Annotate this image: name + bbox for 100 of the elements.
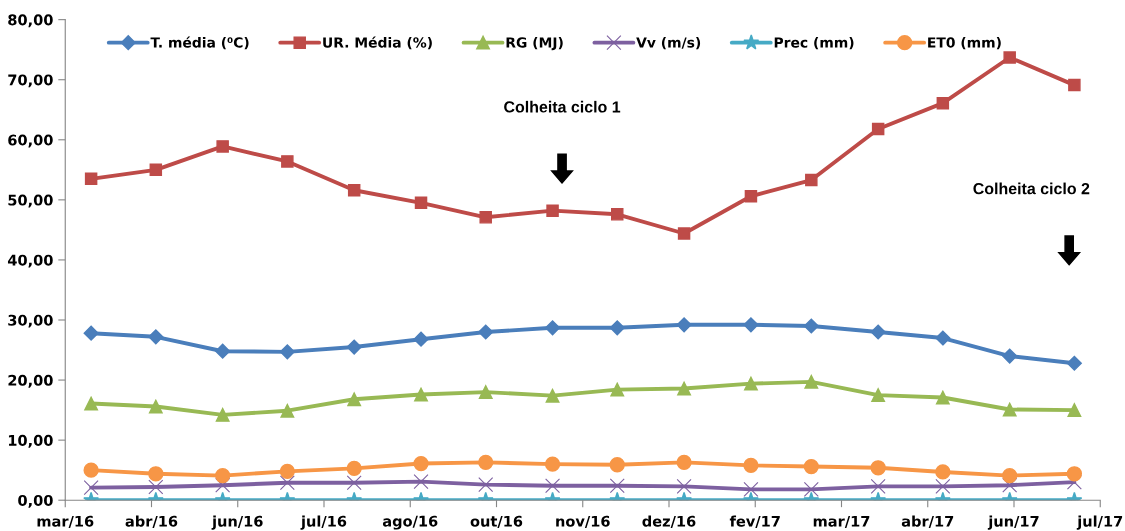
point: [216, 140, 229, 153]
point: [803, 318, 819, 334]
point: [1067, 403, 1082, 418]
point: [545, 388, 560, 403]
point: [84, 396, 99, 411]
point: [610, 208, 624, 221]
point: [544, 320, 561, 336]
point: [83, 325, 99, 341]
y-tick-label: 0,00: [18, 494, 53, 508]
point: [1002, 348, 1018, 364]
point: [1002, 402, 1017, 417]
point: [1068, 78, 1081, 92]
point: [935, 478, 951, 494]
point: [871, 388, 886, 403]
point: [414, 387, 428, 402]
point: [346, 475, 362, 491]
point: [148, 329, 164, 345]
point: [935, 464, 951, 480]
x-tick-label: abr/16: [125, 515, 178, 528]
point: [215, 467, 231, 484]
point: [803, 458, 819, 475]
point: [804, 374, 819, 389]
y-tick-label: 50,00: [8, 194, 53, 208]
point: [148, 399, 163, 414]
y-tick-label: 10,00: [8, 434, 53, 448]
point: [871, 122, 885, 136]
point: [413, 455, 429, 472]
point: [743, 376, 758, 391]
point: [677, 227, 691, 240]
x-tick-label: jun/16: [211, 515, 263, 530]
legend-label: T. média (⁰C): [150, 36, 249, 50]
point: [148, 479, 164, 495]
x-tick-label: ago/16: [382, 515, 438, 530]
x-tick-label: mar/17: [813, 515, 870, 528]
y-tick-label: 70,00: [8, 74, 53, 88]
point: [545, 478, 561, 494]
point: [478, 477, 494, 493]
y-tick-label: 20,00: [8, 374, 53, 388]
x-tick-label: jun/17: [987, 515, 1039, 530]
point: [346, 339, 362, 355]
point: [546, 204, 559, 217]
point: [478, 385, 493, 400]
point: [1003, 51, 1016, 64]
point: [83, 462, 99, 478]
x-tick-label: jul/16: [300, 515, 347, 530]
point: [413, 331, 429, 347]
point: [478, 324, 494, 340]
point: [215, 343, 231, 359]
x-tick-label: out/16: [470, 515, 523, 528]
point: [677, 381, 692, 396]
point: [610, 382, 625, 397]
legend-label: UR. Média (%): [323, 36, 432, 50]
point: [744, 190, 758, 203]
point: [479, 211, 492, 224]
point: [676, 478, 692, 494]
point: [279, 463, 295, 480]
point: [279, 344, 295, 360]
point: [346, 460, 362, 477]
point: [676, 317, 692, 333]
point: [413, 474, 429, 490]
point: [347, 183, 361, 197]
point: [803, 481, 819, 497]
annotation: Colheita ciclo 2: [973, 182, 1090, 195]
point: [478, 454, 494, 470]
point: [148, 466, 164, 482]
point: [215, 407, 230, 422]
point: [609, 320, 625, 336]
point: [149, 163, 163, 177]
point: [1002, 477, 1018, 493]
point: [609, 457, 625, 473]
point: [1066, 355, 1082, 371]
point: [935, 390, 950, 405]
x-tick-label: jul/17: [1076, 515, 1123, 530]
point: [414, 196, 428, 210]
point: [743, 317, 759, 333]
point: [870, 460, 886, 476]
point: [936, 96, 950, 110]
y-tick-label: 60,00: [8, 134, 53, 148]
point: [215, 477, 231, 493]
annotation: Colheita ciclo 1: [504, 100, 621, 113]
point: [84, 172, 98, 186]
point: [743, 457, 759, 474]
point: [83, 480, 99, 496]
point: [544, 456, 561, 472]
y-tick-label: 30,00: [8, 314, 53, 328]
point: [1066, 466, 1083, 482]
legend-label: RG (MJ): [506, 36, 563, 51]
legend-label: Prec (mm): [774, 36, 854, 50]
y-tick-label: 40,00: [7, 254, 53, 268]
point: [870, 478, 886, 494]
point: [280, 403, 295, 418]
point: [743, 481, 759, 497]
x-tick-label: nov/16: [556, 515, 610, 528]
x-tick-label: abr/17: [901, 515, 954, 528]
y-tick-label: 80,00: [8, 14, 53, 28]
point: [279, 475, 295, 491]
legend-label: ET0 (mm): [928, 36, 1001, 50]
point: [1002, 467, 1018, 484]
x-tick-label: mar/16: [37, 515, 94, 528]
x-tick-label: dez/16: [642, 515, 696, 528]
